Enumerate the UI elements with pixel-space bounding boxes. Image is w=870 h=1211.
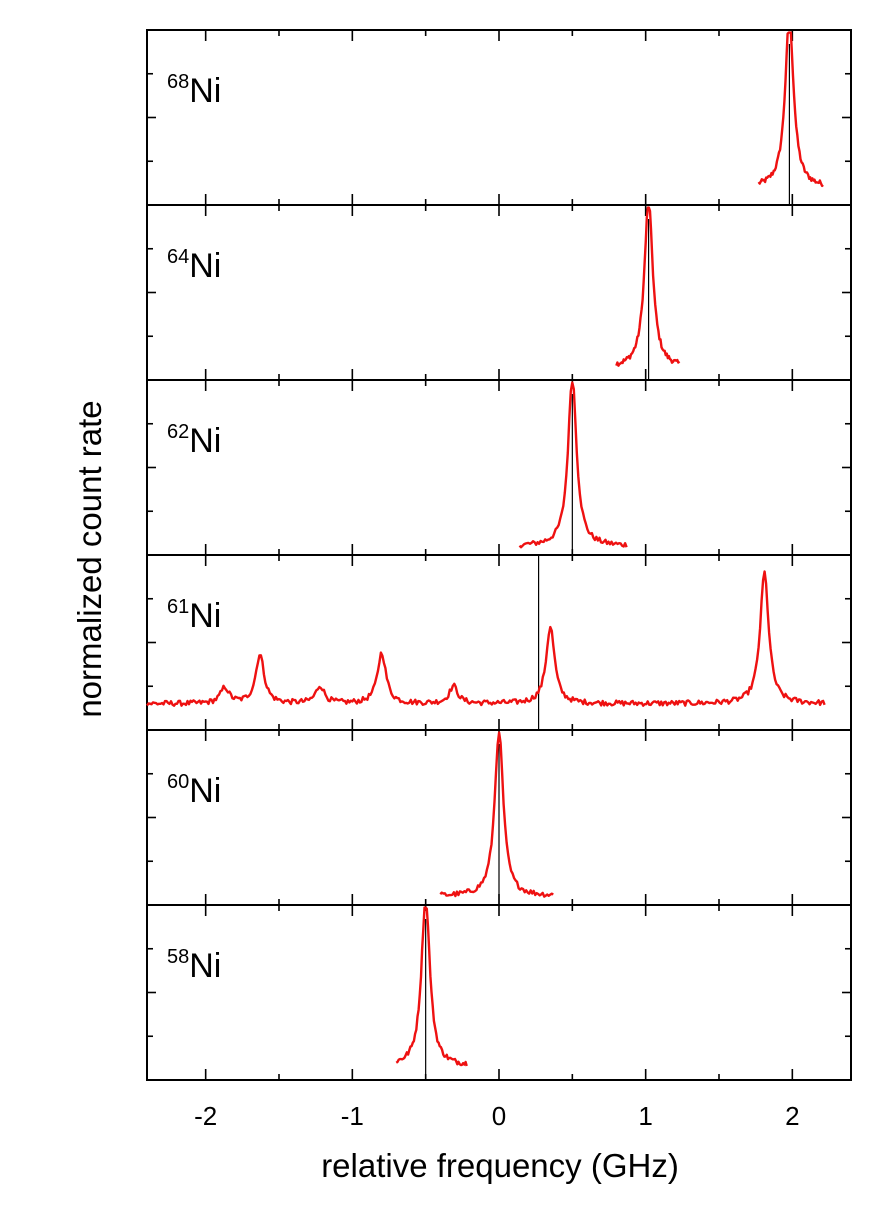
- x-tick-label: 2: [785, 1101, 799, 1131]
- panel-58Ni: 58Ni: [146, 904, 852, 1081]
- isotope-mass-number: 64: [167, 246, 189, 268]
- isotope-mass-number: 61: [167, 596, 189, 618]
- isotope-label: 68Ni: [167, 71, 221, 110]
- spectrum-line-62Ni: [518, 381, 628, 549]
- panel-61Ni: 61Ni: [146, 554, 852, 731]
- panel-68Ni: 68Ni: [146, 29, 852, 206]
- isotope-label: 60Ni: [167, 771, 221, 810]
- isotope-label: 61Ni: [167, 596, 221, 635]
- isotope-element: Ni: [189, 597, 221, 635]
- panel-frame: [146, 204, 852, 381]
- isotope-label: 64Ni: [167, 246, 221, 285]
- isotope-mass-number: 62: [167, 421, 189, 443]
- isotope-element: Ni: [189, 422, 221, 460]
- isotope-label: 58Ni: [167, 946, 221, 985]
- panel-frame: [146, 29, 852, 206]
- isotope-mass-number: 60: [167, 771, 189, 793]
- y-axis-label: normalized count rate: [71, 400, 108, 717]
- spectrum-line-61Ni: [146, 570, 826, 707]
- x-axis: -2 -1 0 1 2: [194, 1101, 799, 1131]
- panel-frame: [146, 379, 852, 556]
- isotope-element: Ni: [189, 947, 221, 985]
- spectrum-line-68Ni: [757, 31, 824, 188]
- panel-frame: [146, 904, 852, 1081]
- isotope-mass-number: 68: [167, 71, 189, 93]
- x-tick-label: 1: [638, 1101, 652, 1131]
- x-tick-label: -1: [341, 1101, 364, 1131]
- spectrum-line-58Ni: [395, 906, 468, 1067]
- x-tick-label: 0: [492, 1101, 506, 1131]
- isotope-element: Ni: [189, 247, 221, 285]
- isotope-element: Ni: [189, 72, 221, 110]
- isotope-element: Ni: [189, 772, 221, 810]
- isotope-mass-number: 58: [167, 946, 189, 968]
- spectrum-line-60Ni: [439, 731, 554, 898]
- panel-62Ni: 62Ni: [146, 379, 852, 556]
- panel-64Ni: 64Ni: [146, 204, 852, 381]
- panel-60Ni: 60Ni: [146, 729, 852, 906]
- spectrum-line-64Ni: [615, 206, 681, 367]
- x-tick-label: -2: [194, 1101, 217, 1131]
- isotope-label: 62Ni: [167, 421, 221, 460]
- x-axis-label: relative frequency (GHz): [321, 1147, 679, 1184]
